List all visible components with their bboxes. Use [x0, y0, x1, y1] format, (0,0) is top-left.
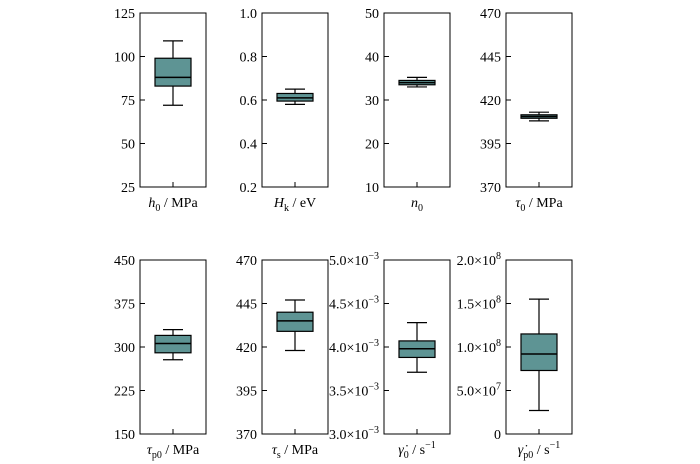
y-tick-label: 5.0×10−3: [329, 251, 379, 269]
y-tick-label: 370: [236, 428, 257, 443]
box-plot-panel: 0 5.0×107 1.0×108 1.5×108 2.0×108 γ̇p0 / s−1: [457, 251, 573, 461]
box-plot-panel: 370 395 420 445 470 τs / MPa: [236, 254, 329, 461]
iqr-box: [154, 57, 192, 87]
y-tick-label: 1.5×108: [457, 295, 501, 313]
plot-frame: [383, 12, 451, 188]
y-tick-label: 4.5×10−3: [329, 295, 379, 313]
y-tick-label: 225: [114, 385, 135, 400]
y-tick-label: 370: [480, 181, 501, 196]
y-tick-label: 450: [114, 254, 135, 269]
y-tick-label: 10: [365, 181, 379, 196]
y-tick-label: 470: [480, 7, 501, 22]
y-tick-label: 75: [121, 94, 135, 109]
y-tick-label: 470: [236, 254, 257, 269]
y-tick-label: 3.0×10−3: [329, 425, 379, 443]
y-tick-label: 445: [480, 51, 501, 66]
plot-frame: [505, 12, 573, 188]
x-axis-label: τ0 / MPa: [515, 196, 563, 214]
y-tick-label: 395: [236, 385, 257, 400]
iqr-box: [276, 311, 314, 332]
y-tick-label: 100: [114, 51, 135, 66]
y-tick-label: 420: [236, 341, 257, 356]
iqr-box: [520, 333, 558, 372]
x-axis-label: τs / MPa: [272, 443, 319, 461]
y-tick-label: 25: [121, 181, 135, 196]
y-tick-label: 1.0×108: [457, 338, 501, 356]
y-tick-label: 30: [365, 94, 379, 109]
y-tick-label: 395: [480, 138, 501, 153]
box-plot-panel: 25 50 75 100 125 h0 / MPa: [114, 7, 207, 214]
y-tick-label: 2.0×108: [457, 251, 501, 269]
y-tick-label: 375: [114, 298, 135, 313]
y-tick-label: 150: [114, 428, 135, 443]
box-plot-panel: 370 395 420 445 470 τ0 / MPa: [480, 7, 573, 214]
y-tick-label: 0.4: [240, 138, 258, 153]
y-tick-label: 0.2: [240, 181, 258, 196]
x-axis-label: γ̇0 / s−1: [398, 440, 436, 461]
y-tick-label: 50: [121, 138, 135, 153]
y-tick-label: 0: [494, 428, 501, 443]
y-tick-label: 0.6: [240, 94, 258, 109]
box-plot-panel: 150 225 300 375 450 τp0 / MPa: [114, 254, 207, 461]
y-tick-label: 125: [114, 7, 135, 22]
y-tick-label: 40: [365, 51, 379, 66]
x-axis-label: τp0 / MPa: [147, 443, 200, 461]
y-tick-label: 0.8: [240, 51, 258, 66]
x-axis-label: n0: [411, 196, 423, 214]
x-axis-label: γ̇p0 / s−1: [518, 440, 561, 461]
y-tick-label: 300: [114, 341, 135, 356]
y-tick-label: 3.5×10−3: [329, 382, 379, 400]
y-tick-label: 420: [480, 94, 501, 109]
y-tick-label: 5.0×107: [457, 382, 501, 400]
y-tick-label: 4.0×10−3: [329, 338, 379, 356]
y-tick-label: 1.0: [240, 7, 258, 22]
y-tick-label: 20: [365, 138, 379, 153]
box-plot-panel: 3.0×10−3 3.5×10−3 4.0×10−3 4.5×10−3 5.0×10−3…: [329, 251, 451, 461]
x-axis-label: h0 / MPa: [148, 196, 198, 214]
x-axis-label: Hk / eV: [273, 196, 316, 214]
box-plot-panel: 0.2 0.4 0.6 0.8 1.0 Hk / eV: [240, 7, 329, 214]
box-plot-panel: 10 20 30 40 50 n0: [365, 7, 451, 214]
y-tick-label: 50: [365, 7, 379, 22]
y-tick-label: 445: [236, 298, 257, 313]
